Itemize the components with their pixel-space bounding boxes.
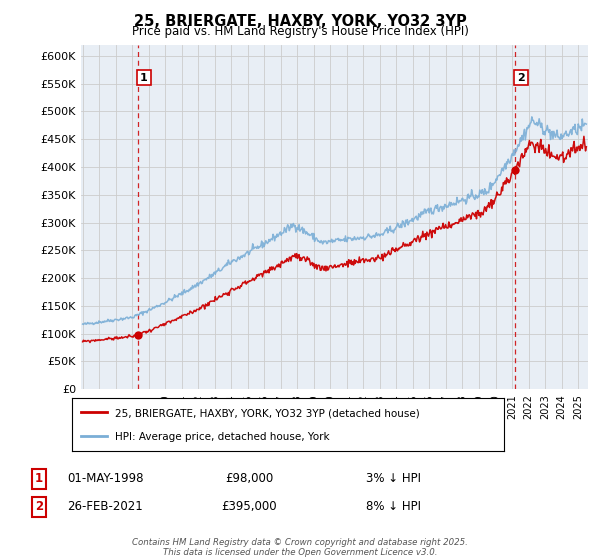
Text: Contains HM Land Registry data © Crown copyright and database right 2025.
This d: Contains HM Land Registry data © Crown c… <box>132 538 468 557</box>
Text: 25, BRIERGATE, HAXBY, YORK, YO32 3YP: 25, BRIERGATE, HAXBY, YORK, YO32 3YP <box>134 14 466 29</box>
Text: 2: 2 <box>517 72 525 82</box>
Text: 1: 1 <box>35 472 43 486</box>
Text: 26-FEB-2021: 26-FEB-2021 <box>67 500 143 514</box>
Text: 2: 2 <box>35 500 43 514</box>
Text: HPI: Average price, detached house, York: HPI: Average price, detached house, York <box>115 432 330 442</box>
Text: 1: 1 <box>140 72 148 82</box>
Text: Price paid vs. HM Land Registry's House Price Index (HPI): Price paid vs. HM Land Registry's House … <box>131 25 469 38</box>
Text: 8% ↓ HPI: 8% ↓ HPI <box>365 500 421 514</box>
Text: £395,000: £395,000 <box>221 500 277 514</box>
Text: 01-MAY-1998: 01-MAY-1998 <box>67 472 143 486</box>
Text: 3% ↓ HPI: 3% ↓ HPI <box>365 472 421 486</box>
Text: 25, BRIERGATE, HAXBY, YORK, YO32 3YP (detached house): 25, BRIERGATE, HAXBY, YORK, YO32 3YP (de… <box>115 409 420 418</box>
Text: £98,000: £98,000 <box>225 472 273 486</box>
